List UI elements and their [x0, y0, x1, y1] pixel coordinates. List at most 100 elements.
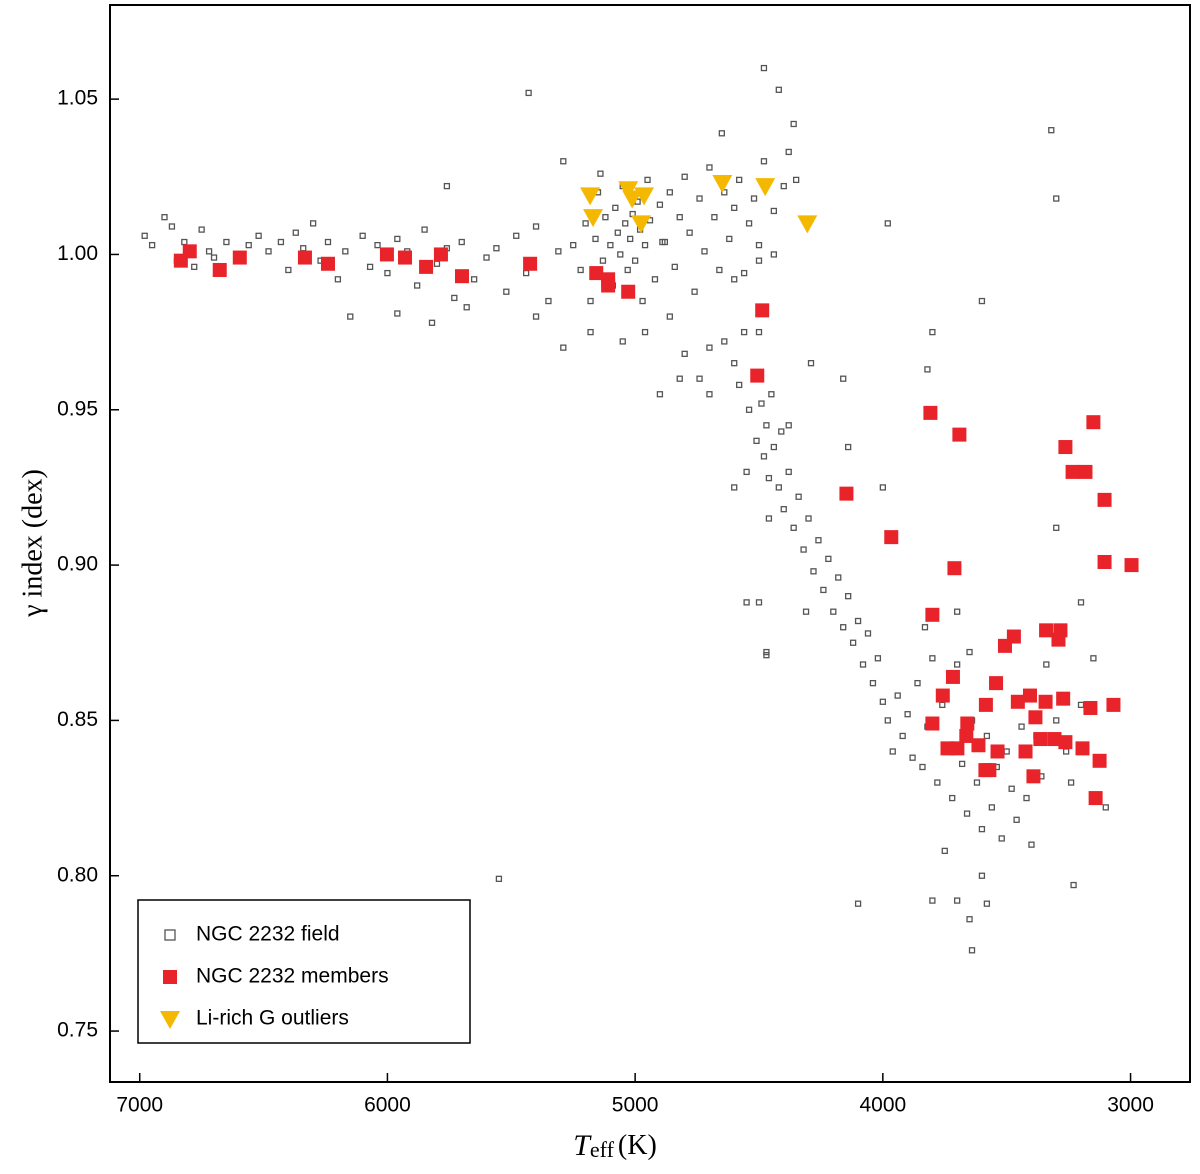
field-point — [755, 257, 763, 264]
field-point — [919, 763, 926, 771]
member-point — [755, 303, 770, 318]
field-point — [161, 214, 168, 221]
field-point — [587, 328, 594, 336]
field-point — [191, 263, 198, 271]
field-point — [978, 872, 986, 879]
field-point — [587, 297, 594, 305]
field-point — [1023, 794, 1030, 802]
field-point — [978, 825, 986, 833]
field-point — [810, 568, 817, 575]
field-point — [495, 875, 503, 882]
field-point — [503, 288, 510, 295]
member-point — [379, 247, 394, 262]
field-point — [983, 732, 991, 740]
field-point — [639, 297, 646, 305]
field-point — [300, 245, 307, 252]
field-point — [181, 238, 188, 246]
field-point — [820, 586, 827, 594]
field-point — [493, 245, 500, 252]
field-point — [619, 338, 626, 345]
field-point — [721, 189, 728, 196]
y-tick-label: 0.80 — [57, 863, 98, 886]
outlier-point — [618, 181, 639, 200]
outlier-point — [622, 190, 643, 209]
member-point — [1039, 623, 1054, 638]
member-point — [989, 676, 1004, 691]
member-point — [1083, 700, 1098, 715]
y-tick-label: 1.05 — [57, 87, 98, 110]
outlier-point — [634, 187, 655, 206]
field-point — [366, 263, 374, 271]
marks — [141, 64, 1139, 954]
field-point — [324, 238, 332, 246]
member-point — [982, 763, 997, 778]
field-point — [780, 182, 787, 190]
field-point — [141, 232, 148, 239]
field-point — [745, 220, 753, 227]
field-point — [555, 248, 562, 255]
field-point — [954, 608, 961, 615]
field-point — [899, 732, 906, 740]
field-point — [968, 947, 976, 954]
field-point — [223, 238, 230, 246]
field-point — [1013, 816, 1020, 823]
field-point — [458, 238, 465, 246]
field-point — [602, 214, 609, 221]
member-point — [750, 368, 765, 383]
x-axis-label: Teff (K) — [573, 1129, 657, 1162]
member-point — [621, 284, 636, 299]
member-point — [952, 427, 967, 442]
member-point — [1078, 464, 1093, 479]
field-point — [914, 679, 921, 687]
field-point — [894, 692, 901, 699]
field-point — [592, 235, 599, 243]
field-point — [830, 608, 837, 615]
field-point — [342, 248, 349, 255]
outlier-point — [631, 215, 652, 234]
field-point — [255, 232, 262, 239]
member-point — [523, 256, 538, 271]
field-point — [671, 263, 678, 271]
member-point — [923, 405, 938, 420]
field-point — [676, 375, 683, 382]
field-point — [651, 276, 659, 283]
field-point — [525, 89, 532, 97]
legend-label: Li-rich G outliers — [196, 1007, 349, 1030]
field-point — [760, 64, 768, 72]
field-point — [483, 254, 490, 261]
field-point — [745, 406, 753, 413]
field-point — [277, 238, 285, 246]
y-tick-label: 0.95 — [57, 397, 98, 420]
field-point — [874, 655, 882, 662]
field-point — [614, 229, 621, 236]
field-point — [666, 313, 673, 320]
field-point — [666, 189, 673, 196]
field-point — [879, 484, 886, 491]
field-point — [706, 391, 713, 398]
x-tick-label: 7000 — [116, 1094, 163, 1117]
x-label-subscript: eff — [590, 1137, 615, 1162]
field-point — [656, 201, 664, 208]
field-point — [1102, 804, 1109, 811]
field-point — [726, 235, 733, 243]
field-point — [696, 195, 703, 202]
field-point — [1018, 723, 1025, 730]
field-point — [755, 328, 763, 336]
field-point — [607, 241, 614, 249]
field-point — [790, 524, 797, 531]
member-point — [1058, 735, 1073, 750]
field-point — [815, 537, 822, 544]
field-point — [765, 515, 773, 522]
field-point — [1067, 779, 1075, 786]
field-point — [889, 748, 896, 755]
field-point — [845, 443, 852, 451]
field-point — [765, 474, 773, 482]
field-point — [433, 260, 441, 267]
member-point — [589, 266, 604, 281]
field-point — [532, 223, 540, 230]
field-point — [676, 214, 683, 221]
field-point — [775, 484, 782, 491]
member-point — [232, 250, 247, 265]
field-point — [718, 130, 725, 137]
field-point — [775, 86, 782, 93]
